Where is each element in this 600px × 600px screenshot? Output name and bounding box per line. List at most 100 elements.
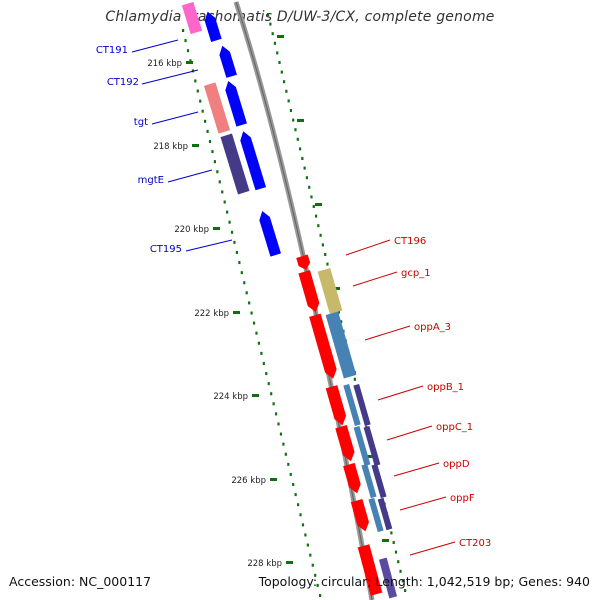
gene-ct195[interactable] [257,209,281,257]
outer-tick-dot [298,147,302,151]
gene-tgt-feature-shape [203,82,231,134]
gene-leader-line [409,541,456,556]
gene-label-ct203[interactable]: CT203 [459,538,491,549]
gene-oppb1-feature-2[interactable] [353,383,371,427]
gene-label-oppb_1[interactable]: oppB_1 [427,382,464,393]
gene-label-tgt[interactable]: tgt [134,117,148,128]
gene-mgte[interactable] [238,130,267,191]
gene-oppc1-feature[interactable] [353,425,371,467]
scale-label: 220 kbp [174,225,209,235]
outer-tick-dot [305,176,309,180]
outer-tick-dot [289,109,293,112]
scale-tick-dot [199,99,202,103]
gene-oppd-feature[interactable] [361,463,377,499]
outer-tick-dot [276,51,279,55]
gene-mgte-feature[interactable] [220,133,250,195]
scale-tick-dot [301,523,305,527]
scale-tick-dot [189,59,192,63]
gene-oppb1-shape [325,385,347,426]
gene-leader-line [185,239,233,252]
gene-label-ct192[interactable]: CT192 [107,77,139,88]
accession-label: Accession: NC_000117 [9,574,152,589]
gene-label-gcp_1[interactable]: gcp_1 [401,268,431,279]
gene-tgt-feature[interactable] [203,82,231,134]
gene-mgte-shape [240,131,267,191]
gene-oppc1-feature-2-shape [363,425,381,467]
scale-tick-dot [226,210,229,214]
scale-tick-dot [265,372,268,376]
gene-ct203-feature[interactable] [378,557,398,599]
scale-tick-dot [277,422,280,426]
gene-label-ct196[interactable]: CT196 [394,236,426,247]
gene-leader-line [386,425,433,441]
gene-leader-line [151,111,199,125]
gene-oppa3-shape [309,313,337,379]
gene-ct192[interactable] [217,44,237,78]
scale-tick-dot [211,150,214,154]
gene-ct203[interactable] [357,544,383,596]
scale-tick-dot [235,250,239,254]
gene-leader-line [393,462,440,477]
scale-tick-dot [255,331,258,335]
scale-tick-dot [282,442,285,446]
gene-oppd[interactable] [343,462,363,495]
gene-oppc1-feature-shape [353,425,371,467]
outer-tick-dot [294,128,297,132]
outer-tick-dot [280,70,283,74]
gene-oppb1-feature[interactable] [343,383,361,427]
gene-tgt-shape [225,81,247,127]
gene-label-ct195[interactable]: CT195 [150,244,182,255]
gene-ct191-feature[interactable] [181,1,203,35]
gene-oppf-feature[interactable] [368,497,384,533]
gene-label-oppc_1[interactable]: oppC_1 [436,422,473,433]
scale-tick-dot [182,29,185,32]
scale-tick-dot [204,119,207,123]
scale-tick-dot [184,39,187,43]
outer-tick-dot [308,185,311,189]
scale-tick-dot [240,271,243,275]
gene-oppb1[interactable] [325,385,349,427]
scale-tick-dot [294,493,297,497]
gene-label-ct191[interactable]: CT191 [96,45,128,56]
gene-oppa3[interactable] [309,313,339,381]
scale-major-tick [192,144,199,147]
gene-oppf-feature-2[interactable] [377,497,393,531]
gene-label-mgte[interactable]: mgtE [138,175,164,186]
scale-major-tick [233,311,240,314]
scale-tick-dot [201,109,204,113]
scale-tick-dot [274,412,278,416]
gene-gcp1-feature[interactable] [317,268,343,314]
scale-tick-dot [292,483,295,487]
gene-ct203-shape [357,544,383,596]
scale-tick-dot [196,89,199,93]
outer-tick-dot [282,80,286,84]
gene-oppf[interactable] [350,498,371,533]
gene-label-oppd[interactable]: oppD [443,459,470,470]
gene-label-oppf[interactable]: oppF [450,493,475,504]
gene-ct191[interactable] [202,10,222,42]
outer-major-tick [315,203,322,206]
outer-tick-dot [310,195,313,199]
outer-tick-dot [404,589,407,592]
scale-tick-dot [306,543,309,547]
gene-oppc1-feature-2[interactable] [363,425,381,467]
scale-tick-dot [233,240,236,244]
scale-tick-dot [216,170,219,174]
genome-backbone-edge [235,1,373,600]
gene-oppa3-feature[interactable] [325,311,357,379]
outer-tick-dot [312,205,315,208]
gene-gcp1[interactable] [298,270,321,314]
outer-major-tick [297,119,304,122]
outer-tick-dot [401,579,404,583]
gene-oppd-feature-2[interactable] [371,463,387,499]
gene-leader-line [377,385,424,401]
scale-tick-dot [230,230,234,234]
gene-tgt[interactable] [223,79,247,127]
gene-oppc1[interactable] [335,425,356,463]
gene-ct196[interactable] [296,254,312,272]
scale-tick-dot [289,472,292,476]
gene-label-oppa_3[interactable]: oppA_3 [414,322,451,333]
outer-tick-dot [340,320,343,324]
outer-tick-dot [353,377,356,381]
